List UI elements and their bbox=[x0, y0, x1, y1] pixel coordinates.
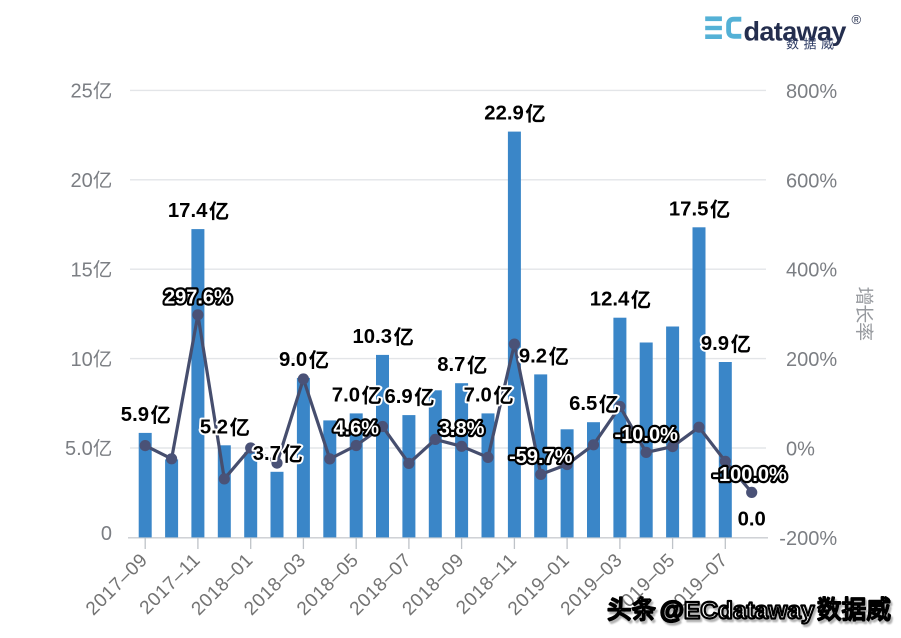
svg-text:10: 10 bbox=[71, 349, 93, 371]
svg-text:15: 15 bbox=[71, 259, 93, 281]
svg-text:3.7: 3.7 bbox=[253, 443, 281, 465]
svg-text:-200%: -200% bbox=[779, 528, 837, 550]
svg-text:0%: 0% bbox=[786, 439, 815, 461]
svg-text:0: 0 bbox=[101, 523, 112, 545]
svg-text:0.0: 0.0 bbox=[738, 509, 766, 531]
svg-text:200%: 200% bbox=[786, 349, 837, 371]
svg-text:9.0: 9.0 bbox=[279, 349, 307, 371]
svg-text:6.9: 6.9 bbox=[385, 386, 413, 408]
svg-text:®: ® bbox=[852, 12, 862, 27]
svg-text:6.5: 6.5 bbox=[569, 393, 597, 415]
svg-text:800%: 800% bbox=[786, 81, 837, 103]
svg-text:12.4: 12.4 bbox=[590, 289, 630, 311]
svg-text:3.8%: 3.8% bbox=[439, 418, 485, 440]
svg-text:@ECdataway: @ECdataway bbox=[660, 598, 815, 625]
svg-text:17.5: 17.5 bbox=[669, 198, 708, 220]
svg-text:5.9: 5.9 bbox=[121, 404, 149, 426]
svg-text:dataway: dataway bbox=[744, 17, 847, 47]
svg-text:10.3: 10.3 bbox=[353, 326, 392, 348]
svg-text:20: 20 bbox=[71, 170, 93, 192]
svg-text:8.7: 8.7 bbox=[437, 354, 465, 376]
svg-text:4.6%: 4.6% bbox=[333, 417, 379, 439]
svg-text:5.2: 5.2 bbox=[200, 416, 228, 438]
svg-text:22.9: 22.9 bbox=[484, 103, 523, 125]
svg-text:9.9: 9.9 bbox=[701, 333, 729, 355]
svg-text:25: 25 bbox=[71, 81, 93, 103]
svg-text:600%: 600% bbox=[786, 170, 837, 192]
svg-text:-59.7%: -59.7% bbox=[509, 446, 573, 468]
svg-text:7.0: 7.0 bbox=[332, 384, 360, 406]
svg-text:5.0: 5.0 bbox=[65, 438, 93, 460]
svg-text:-10.0%: -10.0% bbox=[615, 424, 679, 446]
svg-text:7.0: 7.0 bbox=[464, 384, 492, 406]
svg-text:-100.0%: -100.0% bbox=[712, 464, 787, 486]
svg-text:17.4: 17.4 bbox=[168, 200, 208, 222]
svg-text:9.2: 9.2 bbox=[519, 345, 547, 367]
svg-text:400%: 400% bbox=[786, 260, 837, 282]
svg-text:297.6%: 297.6% bbox=[164, 287, 232, 309]
